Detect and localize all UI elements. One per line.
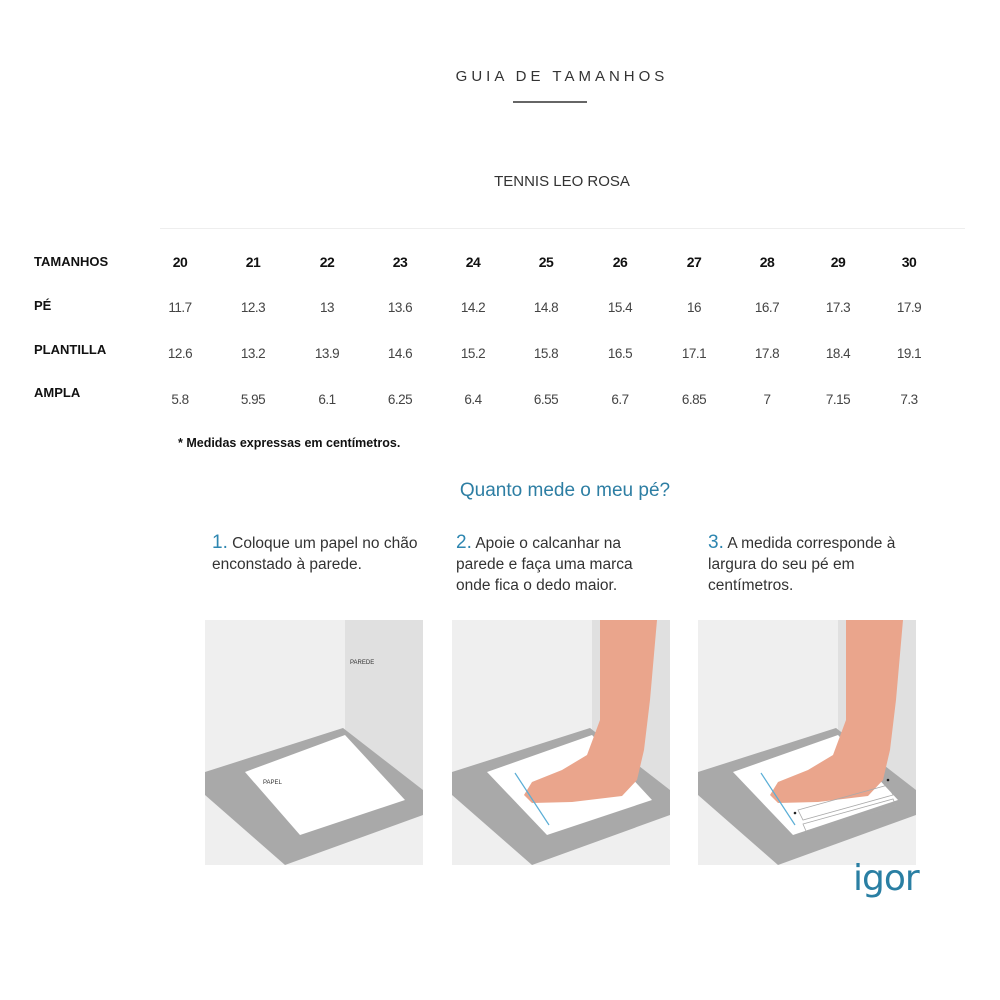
- leg-foot: [524, 620, 657, 803]
- size-header-cell: 24: [465, 254, 481, 270]
- page-title: GUIA DE TAMANHOS: [455, 68, 669, 85]
- table-cell: 16.5: [607, 346, 633, 361]
- table-cell: 7.15: [825, 392, 851, 407]
- step-text: Apoie o calcanhar na parede e faça uma m…: [456, 535, 633, 594]
- table-cell: 13: [319, 300, 335, 315]
- table-cell: 16: [686, 300, 702, 315]
- table-cell: 6.7: [611, 392, 629, 407]
- size-header-cell: 28: [759, 254, 775, 270]
- leg-foot: [770, 620, 903, 803]
- illustration-heel-against-wall: [452, 620, 670, 865]
- table-cell: 7: [763, 392, 771, 407]
- size-header-cell: 20: [172, 254, 188, 270]
- wall-label: PAREDE: [350, 660, 374, 666]
- size-header-cell: 26: [612, 254, 628, 270]
- table-cell: 17.8: [754, 346, 780, 361]
- size-header-cell: 30: [901, 254, 917, 270]
- size-header-cell: 23: [392, 254, 408, 270]
- table-cell: 13.2: [240, 346, 266, 361]
- table-cell: 13.6: [387, 300, 413, 315]
- paper-label: PAPEL: [263, 780, 283, 786]
- table-cell: 18.4: [825, 346, 851, 361]
- table-cell: 12.6: [167, 346, 193, 361]
- table-cell: 6.4: [464, 392, 482, 407]
- table-cell: 6.55: [533, 392, 559, 407]
- size-header-cell: 22: [319, 254, 335, 270]
- step-2: 2. Apoie o calcanhar na parede e faça um…: [456, 532, 671, 596]
- table-cell: 15.4: [607, 300, 633, 315]
- step-number: 1.: [212, 532, 228, 553]
- table-cell: 14.6: [387, 346, 413, 361]
- illustration-measure-width: [698, 620, 916, 865]
- product-name: TENNIS LEO ROSA: [494, 173, 630, 190]
- row-label: PÉ: [34, 298, 52, 313]
- table-cell: 5.8: [171, 392, 189, 407]
- table-cell: 11.7: [168, 300, 192, 315]
- size-header-cell: 27: [686, 254, 702, 270]
- divider: [160, 228, 965, 229]
- step-text: A medida corresponde à largura do seu pé…: [708, 535, 896, 594]
- table-cell: 15.8: [533, 346, 559, 361]
- units-note: * Medidas expressas em centímetros.: [178, 436, 401, 450]
- row-label: PLANTILLA: [34, 342, 107, 357]
- how-to-measure-title: Quanto mede o meu pé?: [459, 480, 671, 501]
- table-cell: 7.3: [900, 392, 918, 407]
- table-cell: 13.9: [314, 346, 340, 361]
- table-cell: 12.3: [240, 300, 266, 315]
- step-number: 3.: [708, 532, 724, 553]
- table-cell: 5.95: [240, 392, 266, 407]
- row-label: TAMANHOS: [34, 254, 109, 269]
- table-cell: 17.1: [681, 346, 707, 361]
- table-cell: 16.7: [754, 300, 780, 315]
- mark-line: [514, 772, 550, 826]
- mark-line: [760, 772, 796, 826]
- igor-logo: igor: [853, 858, 920, 899]
- illustration-paper-on-floor: PAREDE PAPEL: [205, 620, 423, 865]
- table-cell: 15.2: [460, 346, 486, 361]
- table-cell: 17.3: [825, 300, 851, 315]
- size-header-cell: 29: [830, 254, 846, 270]
- size-header-cell: 21: [245, 254, 261, 270]
- table-cell: 6.1: [318, 392, 336, 407]
- table-cell: 6.25: [387, 392, 413, 407]
- ruler: [797, 784, 894, 821]
- table-cell: 14.8: [533, 300, 559, 315]
- table-cell: 19.1: [896, 346, 922, 361]
- table-cell: 14.2: [460, 300, 486, 315]
- step-3: 3. A medida corresponde à largura do seu…: [708, 532, 923, 596]
- title-underline: [513, 101, 587, 103]
- table-cell: 17.9: [896, 300, 922, 315]
- step-number: 2.: [456, 532, 472, 553]
- table-cell: 6.85: [681, 392, 707, 407]
- size-header-cell: 25: [538, 254, 554, 270]
- step-1: 1. Coloque um papel no chão enconstado à…: [212, 532, 427, 575]
- step-text: Coloque um papel no chão enconstado à pa…: [212, 535, 418, 573]
- row-label: AMPLA: [34, 385, 81, 400]
